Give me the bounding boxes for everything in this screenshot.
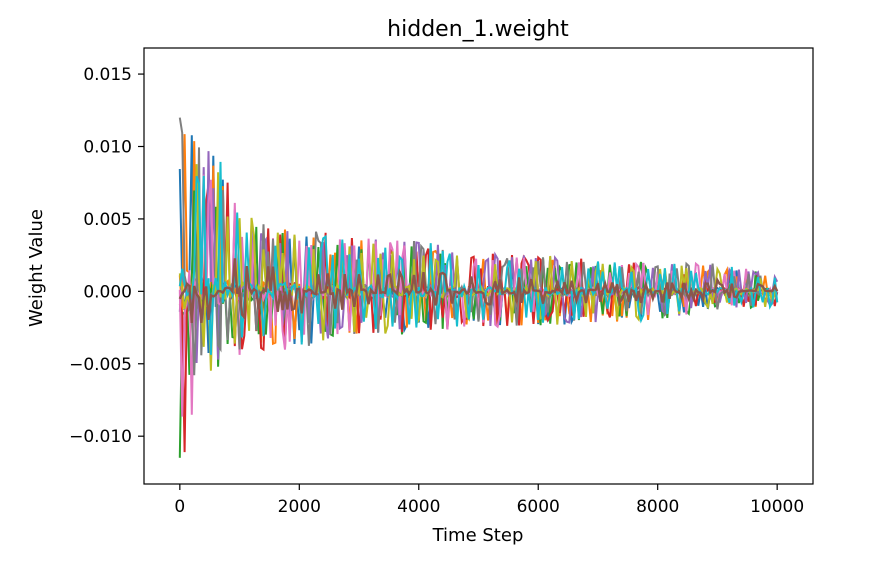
x-tick-label: 2000	[278, 497, 321, 517]
x-tick-label: 10000	[750, 497, 804, 517]
y-tick-label: 0.010	[83, 137, 132, 157]
plot-frame	[143, 47, 814, 485]
y-tick-label: 0.015	[83, 65, 132, 85]
chart-title: hidden_1.weight	[387, 17, 569, 42]
x-axis-label: Time Step	[432, 525, 524, 546]
series-lines	[178, 117, 779, 458]
y-tick-label: −0.010	[69, 427, 132, 447]
series-line	[178, 258, 779, 324]
x-tick-label: 0	[174, 497, 185, 517]
x-axis: 0 2000 4000 6000 8000 10000	[174, 484, 804, 517]
y-axis-label: Weight Value	[26, 209, 47, 327]
x-tick-label: 4000	[397, 497, 440, 517]
y-tick-label: 0.000	[83, 282, 132, 302]
y-axis: −0.010 −0.005 0.000 0.005 0.010 0.015	[69, 65, 144, 447]
x-tick-label: 6000	[517, 497, 560, 517]
series-line	[178, 161, 779, 355]
y-tick-label: 0.005	[83, 210, 132, 230]
x-tick-label: 8000	[636, 497, 679, 517]
y-tick-label: −0.005	[69, 355, 132, 375]
